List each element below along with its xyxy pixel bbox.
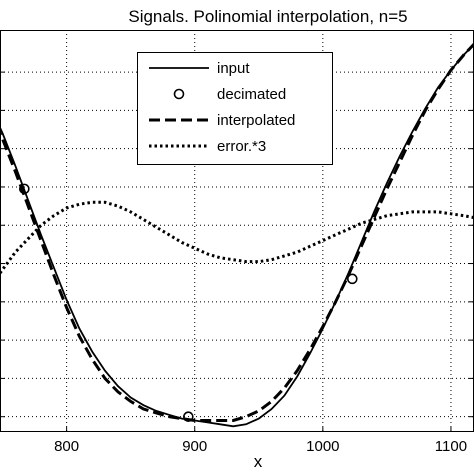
series-line-dashed [0,42,474,422]
x-tick-label: 1000 [306,438,339,455]
legend-box [137,52,333,165]
x-tick-label: 900 [182,438,207,455]
legend-label: error.*3 [217,138,266,155]
legend-label: decimated [217,86,286,103]
ticks: 800 900 1000 1100 [0,71,474,455]
series-layer [0,42,474,428]
decimated-point [346,273,358,285]
legend: input decimated interpolated error.*3 [137,52,333,165]
grid [0,30,474,432]
legend-label: interpolated [217,112,295,129]
series-line-solid [0,42,474,428]
legend-label: input [217,60,250,77]
x-tick-label: 800 [54,438,79,455]
x-axis-label: x [254,452,263,471]
x-tick-label: 1100 [435,438,467,455]
series-line-dotted [0,200,474,274]
decimated-point [183,411,194,422]
chart-title: Signals. Polinomial interpolation, n=5 [128,7,407,26]
legend-marker [173,88,185,100]
